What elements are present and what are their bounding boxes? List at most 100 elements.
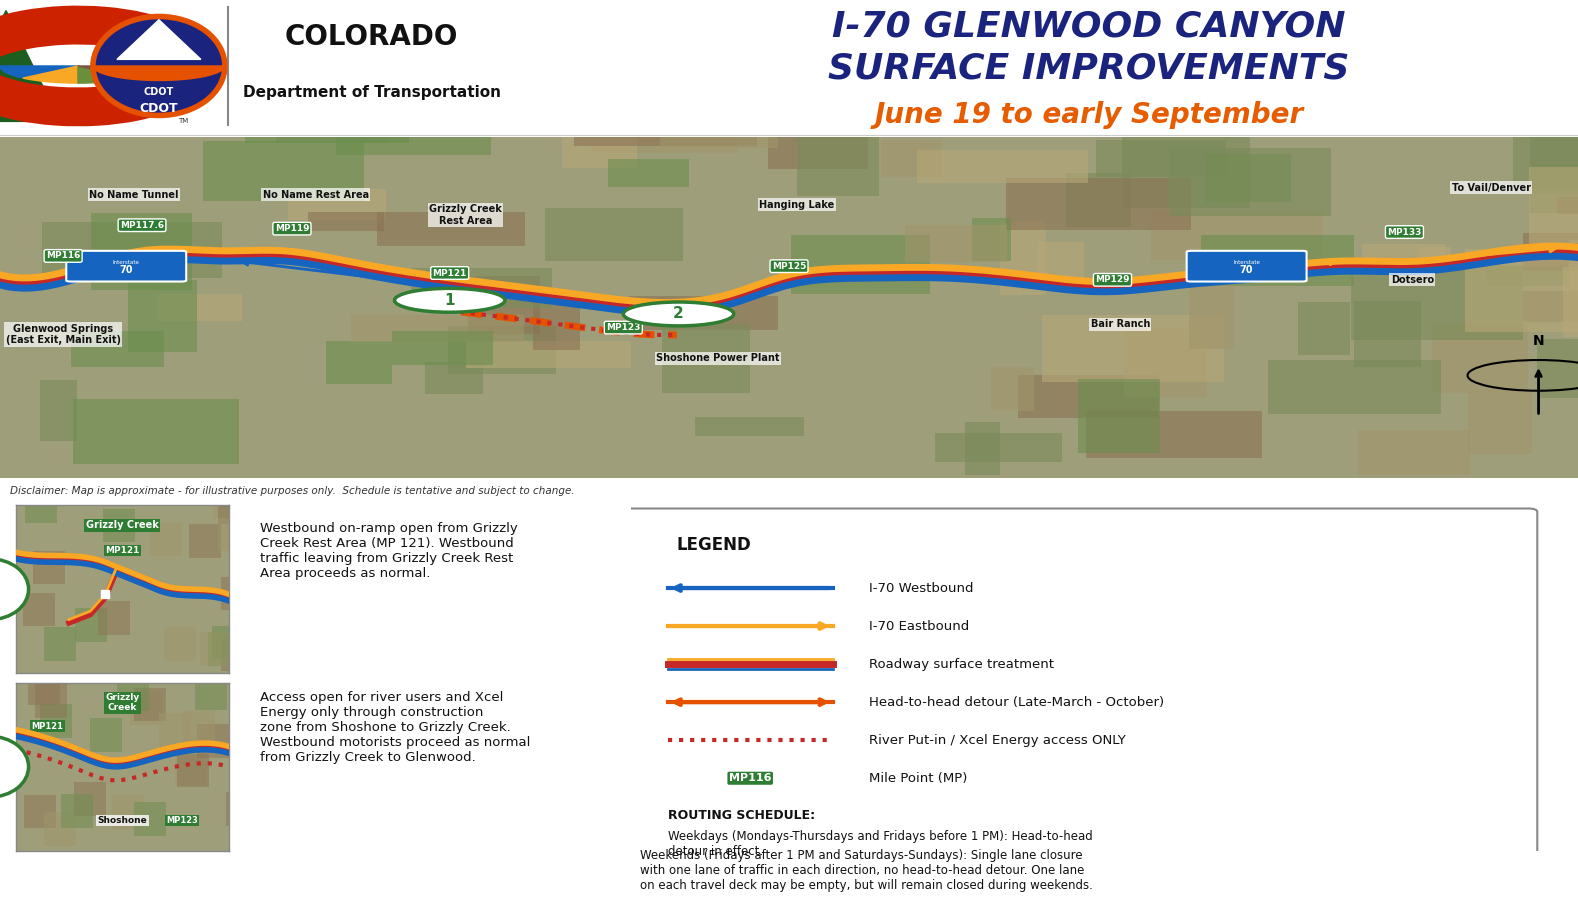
Polygon shape [0,11,60,121]
Bar [1038,242,1084,284]
FancyBboxPatch shape [622,509,1537,854]
Bar [204,141,365,201]
Bar [74,783,106,816]
Bar [134,688,166,722]
Text: Westbound on-ramp open from Grizzly
Creek Rest Area (MP 121). Westbound
traffic : Westbound on-ramp open from Grizzly Cree… [260,522,518,580]
Text: Access open for river users and Xcel
Energy only through construction
zone from : Access open for river users and Xcel Ene… [260,691,530,763]
Bar [1468,391,1532,454]
Bar [129,691,161,724]
Bar [562,107,638,168]
Bar [966,422,1000,475]
Text: MP123: MP123 [166,816,197,825]
Bar [1005,177,1191,230]
Bar [1169,148,1330,216]
Bar [1122,127,1250,208]
Text: LEGEND: LEGEND [677,536,751,554]
Text: N: N [1532,334,1545,349]
Bar [164,627,196,661]
Bar [1086,410,1262,458]
Bar [196,676,227,710]
Text: Roadway surface treatment: Roadway surface treatment [869,658,1054,671]
Text: MP121: MP121 [432,268,467,278]
Circle shape [0,736,28,797]
Text: No Name Tunnel: No Name Tunnel [90,189,178,199]
Bar [1299,302,1349,355]
Text: MP133: MP133 [1387,228,1422,237]
Bar [881,140,942,177]
Bar [221,577,252,611]
Bar [412,268,552,308]
Bar [466,341,631,368]
Bar [90,718,123,752]
Bar [134,802,166,835]
Text: River Put-in / Xcel Energy access ONLY: River Put-in / Xcel Energy access ONLY [869,733,1127,747]
Text: Head-to-head detour (Late-March - October): Head-to-head detour (Late-March - Octobe… [869,695,1165,709]
Bar [213,485,245,519]
Text: No Name Rest Area: No Name Rest Area [262,189,369,199]
Text: 70: 70 [120,265,133,275]
Bar [663,325,750,393]
Text: 2: 2 [674,307,683,321]
Text: MP129: MP129 [1095,276,1130,284]
Bar [448,326,555,373]
Bar [1078,379,1160,453]
Bar [533,293,579,349]
Text: I-70 Eastbound: I-70 Eastbound [869,620,969,632]
Bar [150,522,181,556]
Bar [117,677,150,711]
Bar [327,341,391,384]
Bar [24,794,55,828]
Bar [218,490,251,523]
Text: MP121: MP121 [32,722,63,731]
Bar [98,602,131,635]
Bar [73,399,240,464]
Text: Disclaimer: Map is approximate - for illustrative purposes only.  Schedule is te: Disclaimer: Map is approximate - for ill… [9,487,574,496]
Text: MP125: MP125 [772,262,806,270]
Text: June 19 to early September: June 19 to early September [874,101,1303,129]
Bar [544,208,683,261]
Bar [218,518,249,551]
Bar [183,710,215,743]
Text: MP117.6: MP117.6 [120,221,164,229]
FancyBboxPatch shape [66,251,186,281]
Bar [1204,154,1291,202]
Bar [43,221,222,278]
Text: Hanging Lake: Hanging Lake [759,200,835,209]
Bar [128,279,197,351]
Bar [377,212,525,246]
Bar [62,794,93,828]
Bar [25,490,57,523]
Text: CDOT: CDOT [139,102,178,115]
Bar [608,158,690,187]
Bar [221,638,252,672]
Bar [226,792,259,825]
Bar [917,150,1087,183]
Bar [227,522,260,556]
Text: MP123: MP123 [606,323,641,332]
Bar [1201,236,1354,287]
Bar [224,474,256,508]
Text: 70: 70 [1240,265,1253,275]
Bar [22,592,55,626]
Bar [35,684,66,718]
Bar [245,67,409,143]
Bar [1486,268,1578,286]
Bar [1362,244,1445,265]
Bar [74,608,107,642]
Text: Grizzly Creek: Grizzly Creek [85,521,159,531]
Bar [694,417,805,436]
Bar [208,632,240,666]
Text: 1: 1 [445,293,454,308]
Bar [336,130,491,155]
Text: SURFACE IMPROVEMENTS: SURFACE IMPROVEMENTS [828,52,1349,86]
Bar [972,218,1010,261]
Circle shape [623,302,734,326]
Bar [44,627,76,661]
Bar [1531,135,1578,213]
Bar [1359,430,1471,475]
Text: COLORADO: COLORADO [286,23,459,51]
Bar [352,316,524,342]
Bar [1531,164,1578,194]
Wedge shape [93,66,224,80]
Bar [1564,267,1578,337]
